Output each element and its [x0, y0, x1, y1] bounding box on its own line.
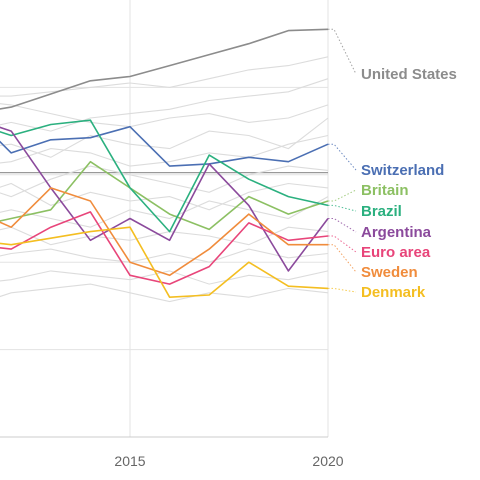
- series-line-britain: [0, 160, 329, 231]
- series-label: Brazil: [361, 203, 402, 220]
- label-connector: [328, 189, 357, 202]
- x-axis-ticks: 2015 2020: [114, 453, 343, 469]
- label-connector: [328, 28, 357, 75]
- series-label: Switzerland: [361, 162, 444, 179]
- background-series-line: [0, 270, 329, 285]
- series-label: United States: [361, 66, 457, 83]
- background-series-line: [0, 165, 329, 198]
- label-connector: [328, 218, 357, 233]
- background-series-line: [0, 283, 329, 303]
- background-series-line: [0, 196, 329, 228]
- x-tick-label: 2020: [312, 453, 343, 469]
- background-series-line: [0, 248, 329, 263]
- series-label: Euro area: [361, 244, 431, 261]
- series-line-argentina: [0, 126, 329, 272]
- background-series-line: [0, 134, 329, 167]
- background-series-line: [0, 117, 329, 158]
- label-connector: [328, 204, 357, 212]
- highlighted-series: [0, 28, 329, 298]
- series-line-brazil: [0, 119, 329, 233]
- label-connector: [328, 143, 357, 171]
- background-series-line: [0, 56, 329, 97]
- series-label: Denmark: [361, 284, 426, 301]
- label-connector: [328, 244, 357, 273]
- x-tick-label: 2015: [114, 453, 145, 469]
- label-connector: [328, 235, 357, 253]
- label-connector: [328, 287, 357, 293]
- series-labels: United States Switzerland Britain Brazil Arg…: [361, 66, 457, 301]
- background-series-line: [0, 103, 329, 128]
- background-series-line: [0, 182, 329, 211]
- series-label: Argentina: [361, 224, 432, 241]
- background-series: [0, 56, 329, 303]
- series-line-switzerland: [0, 125, 329, 167]
- background-series-line: [0, 78, 329, 132]
- label-connectors: [328, 28, 357, 293]
- series-line-euro-area: [0, 211, 329, 285]
- series-label: Britain: [361, 182, 409, 199]
- series-line-sweden: [0, 187, 328, 277]
- series-line-united-states: [0, 28, 329, 110]
- background-series-line: [0, 226, 329, 246]
- series-line-denmark: [0, 226, 329, 298]
- series-label: Sweden: [361, 264, 418, 281]
